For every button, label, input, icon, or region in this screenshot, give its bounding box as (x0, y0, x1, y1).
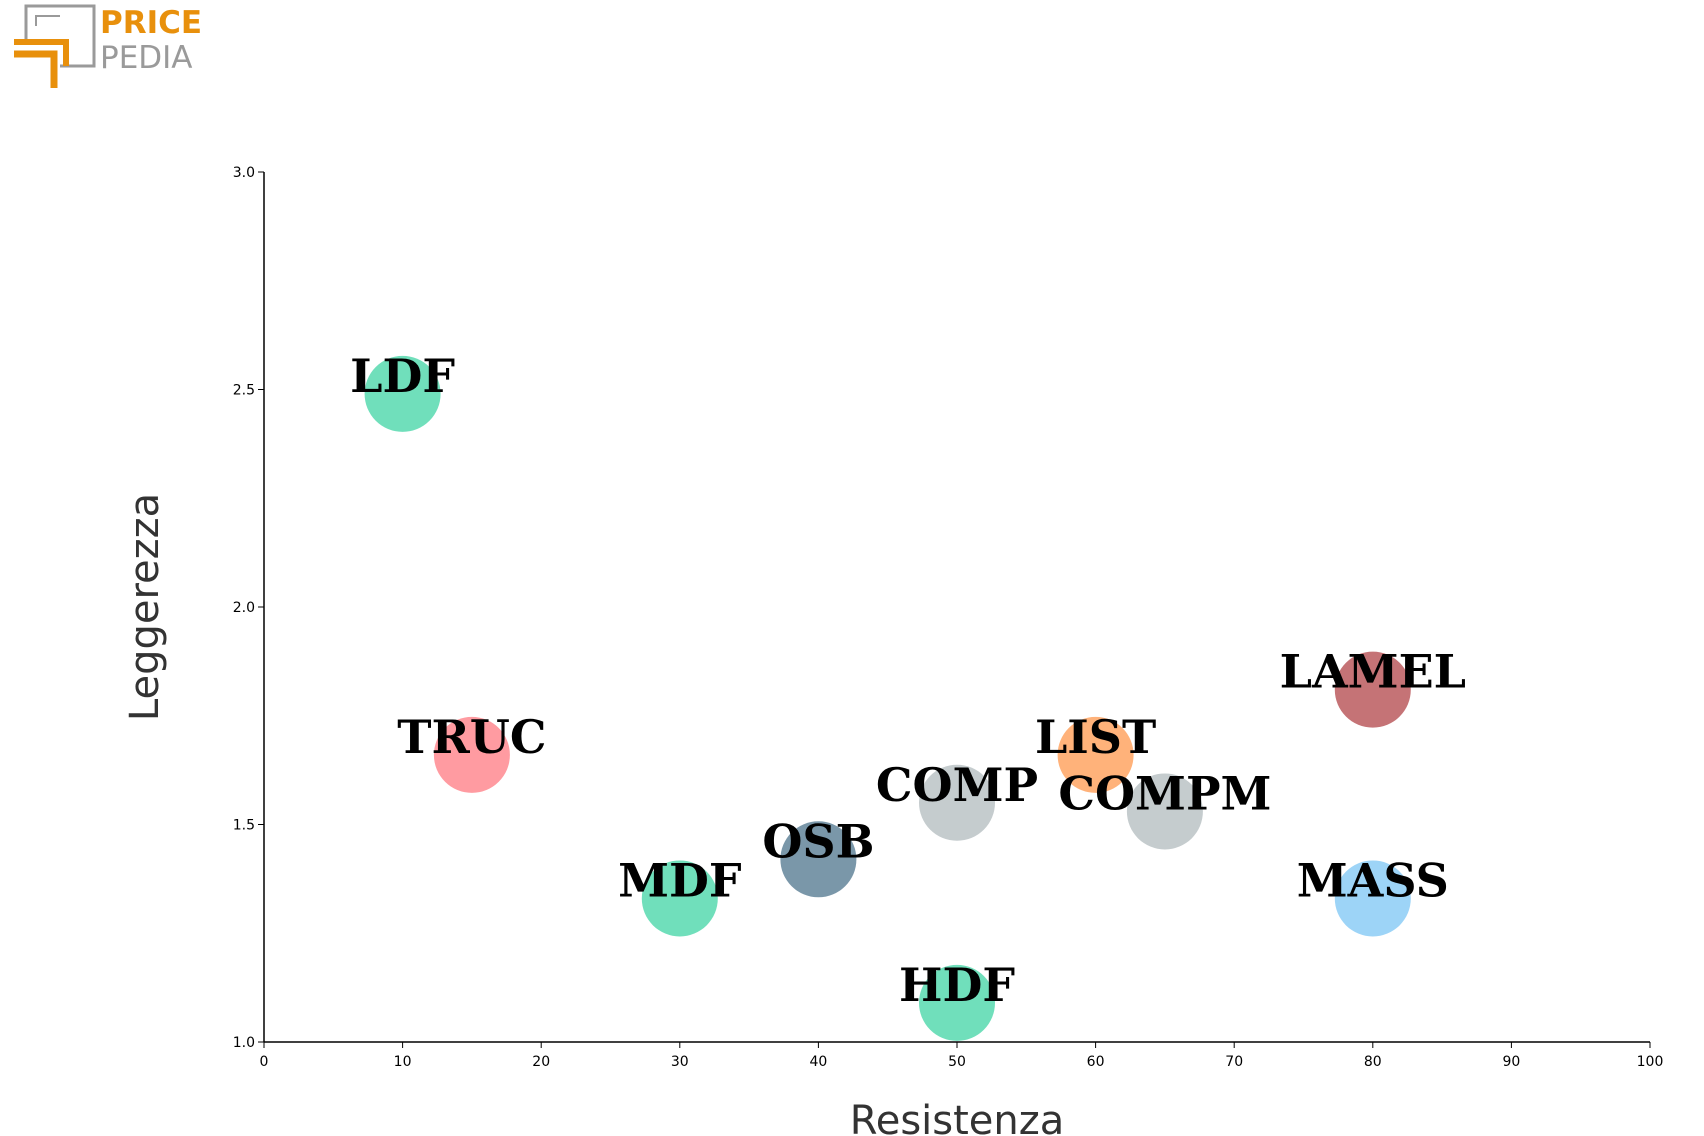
x-tick-label: 70 (1225, 1054, 1243, 1070)
x-tick-label: 60 (1087, 1054, 1105, 1070)
x-tick-label: 50 (948, 1054, 966, 1070)
bubble-label-mass: MASS (1297, 853, 1449, 907)
bubble-label-osb: OSB (762, 814, 874, 868)
bubble-mass (1334, 860, 1411, 937)
bubble-mdf (641, 860, 718, 937)
chart-axes: 0 10 20 30 40 50 60 70 80 90 100 1.0 1.5 2.0 2.5 3.0 (233, 165, 1664, 1070)
bubble-label-ldf: LDF (350, 349, 455, 403)
logo-text-pedia: PEDIA (100, 40, 193, 76)
y-tick-label: 2.5 (233, 383, 255, 399)
x-tick-label: 90 (1502, 1054, 1520, 1070)
bubble-label-compm: COMPM (1058, 766, 1271, 820)
bubble-comp (919, 764, 995, 841)
bubble-label-lamel: LAMEL (1280, 645, 1466, 699)
bubble-label-hdf: HDF (899, 958, 1015, 1012)
y-axis-title: Leggerezza (122, 493, 168, 721)
x-tick-label: 40 (809, 1054, 827, 1070)
y-tick-label: 2.0 (233, 600, 255, 616)
logo-gray-inner-icon (35, 15, 60, 26)
bubble-osb (780, 821, 857, 898)
logo-orange-bracket-icon (14, 50, 58, 88)
logo-text-price: PRICE (100, 5, 202, 41)
y-tick-label: 3.0 (233, 165, 255, 181)
bubble-ldf (364, 355, 441, 432)
x-axis-title: Resistenza (850, 1098, 1065, 1136)
x-tick-label: 20 (532, 1054, 550, 1070)
bubble-label-truc: TRUC (397, 710, 546, 764)
bubble-truc (433, 716, 510, 793)
bubble-list (1057, 716, 1134, 793)
bubble-label-list: LIST (1035, 710, 1156, 764)
x-tick-label: 10 (394, 1054, 412, 1070)
bubble-hdf (919, 964, 995, 1041)
bubble-compm (1126, 773, 1203, 850)
bubble-label-comp: COMP (876, 758, 1038, 812)
bubble-label-mdf: MDF (618, 853, 742, 907)
bubble-lamel (1334, 651, 1411, 728)
pricepedia-logo: PRICE PEDIA (14, 4, 202, 88)
y-tick-label: 1.0 (233, 1035, 255, 1051)
x-tick-label: 30 (671, 1054, 689, 1070)
y-tick-label: 1.5 (233, 818, 255, 834)
x-tick-label: 80 (1364, 1054, 1382, 1070)
x-tick-label: 0 (260, 1054, 269, 1070)
logo-gray-frame-icon (24, 4, 96, 68)
logo-orange-bracket-small-icon (14, 39, 69, 66)
x-tick-label: 100 (1637, 1054, 1664, 1070)
